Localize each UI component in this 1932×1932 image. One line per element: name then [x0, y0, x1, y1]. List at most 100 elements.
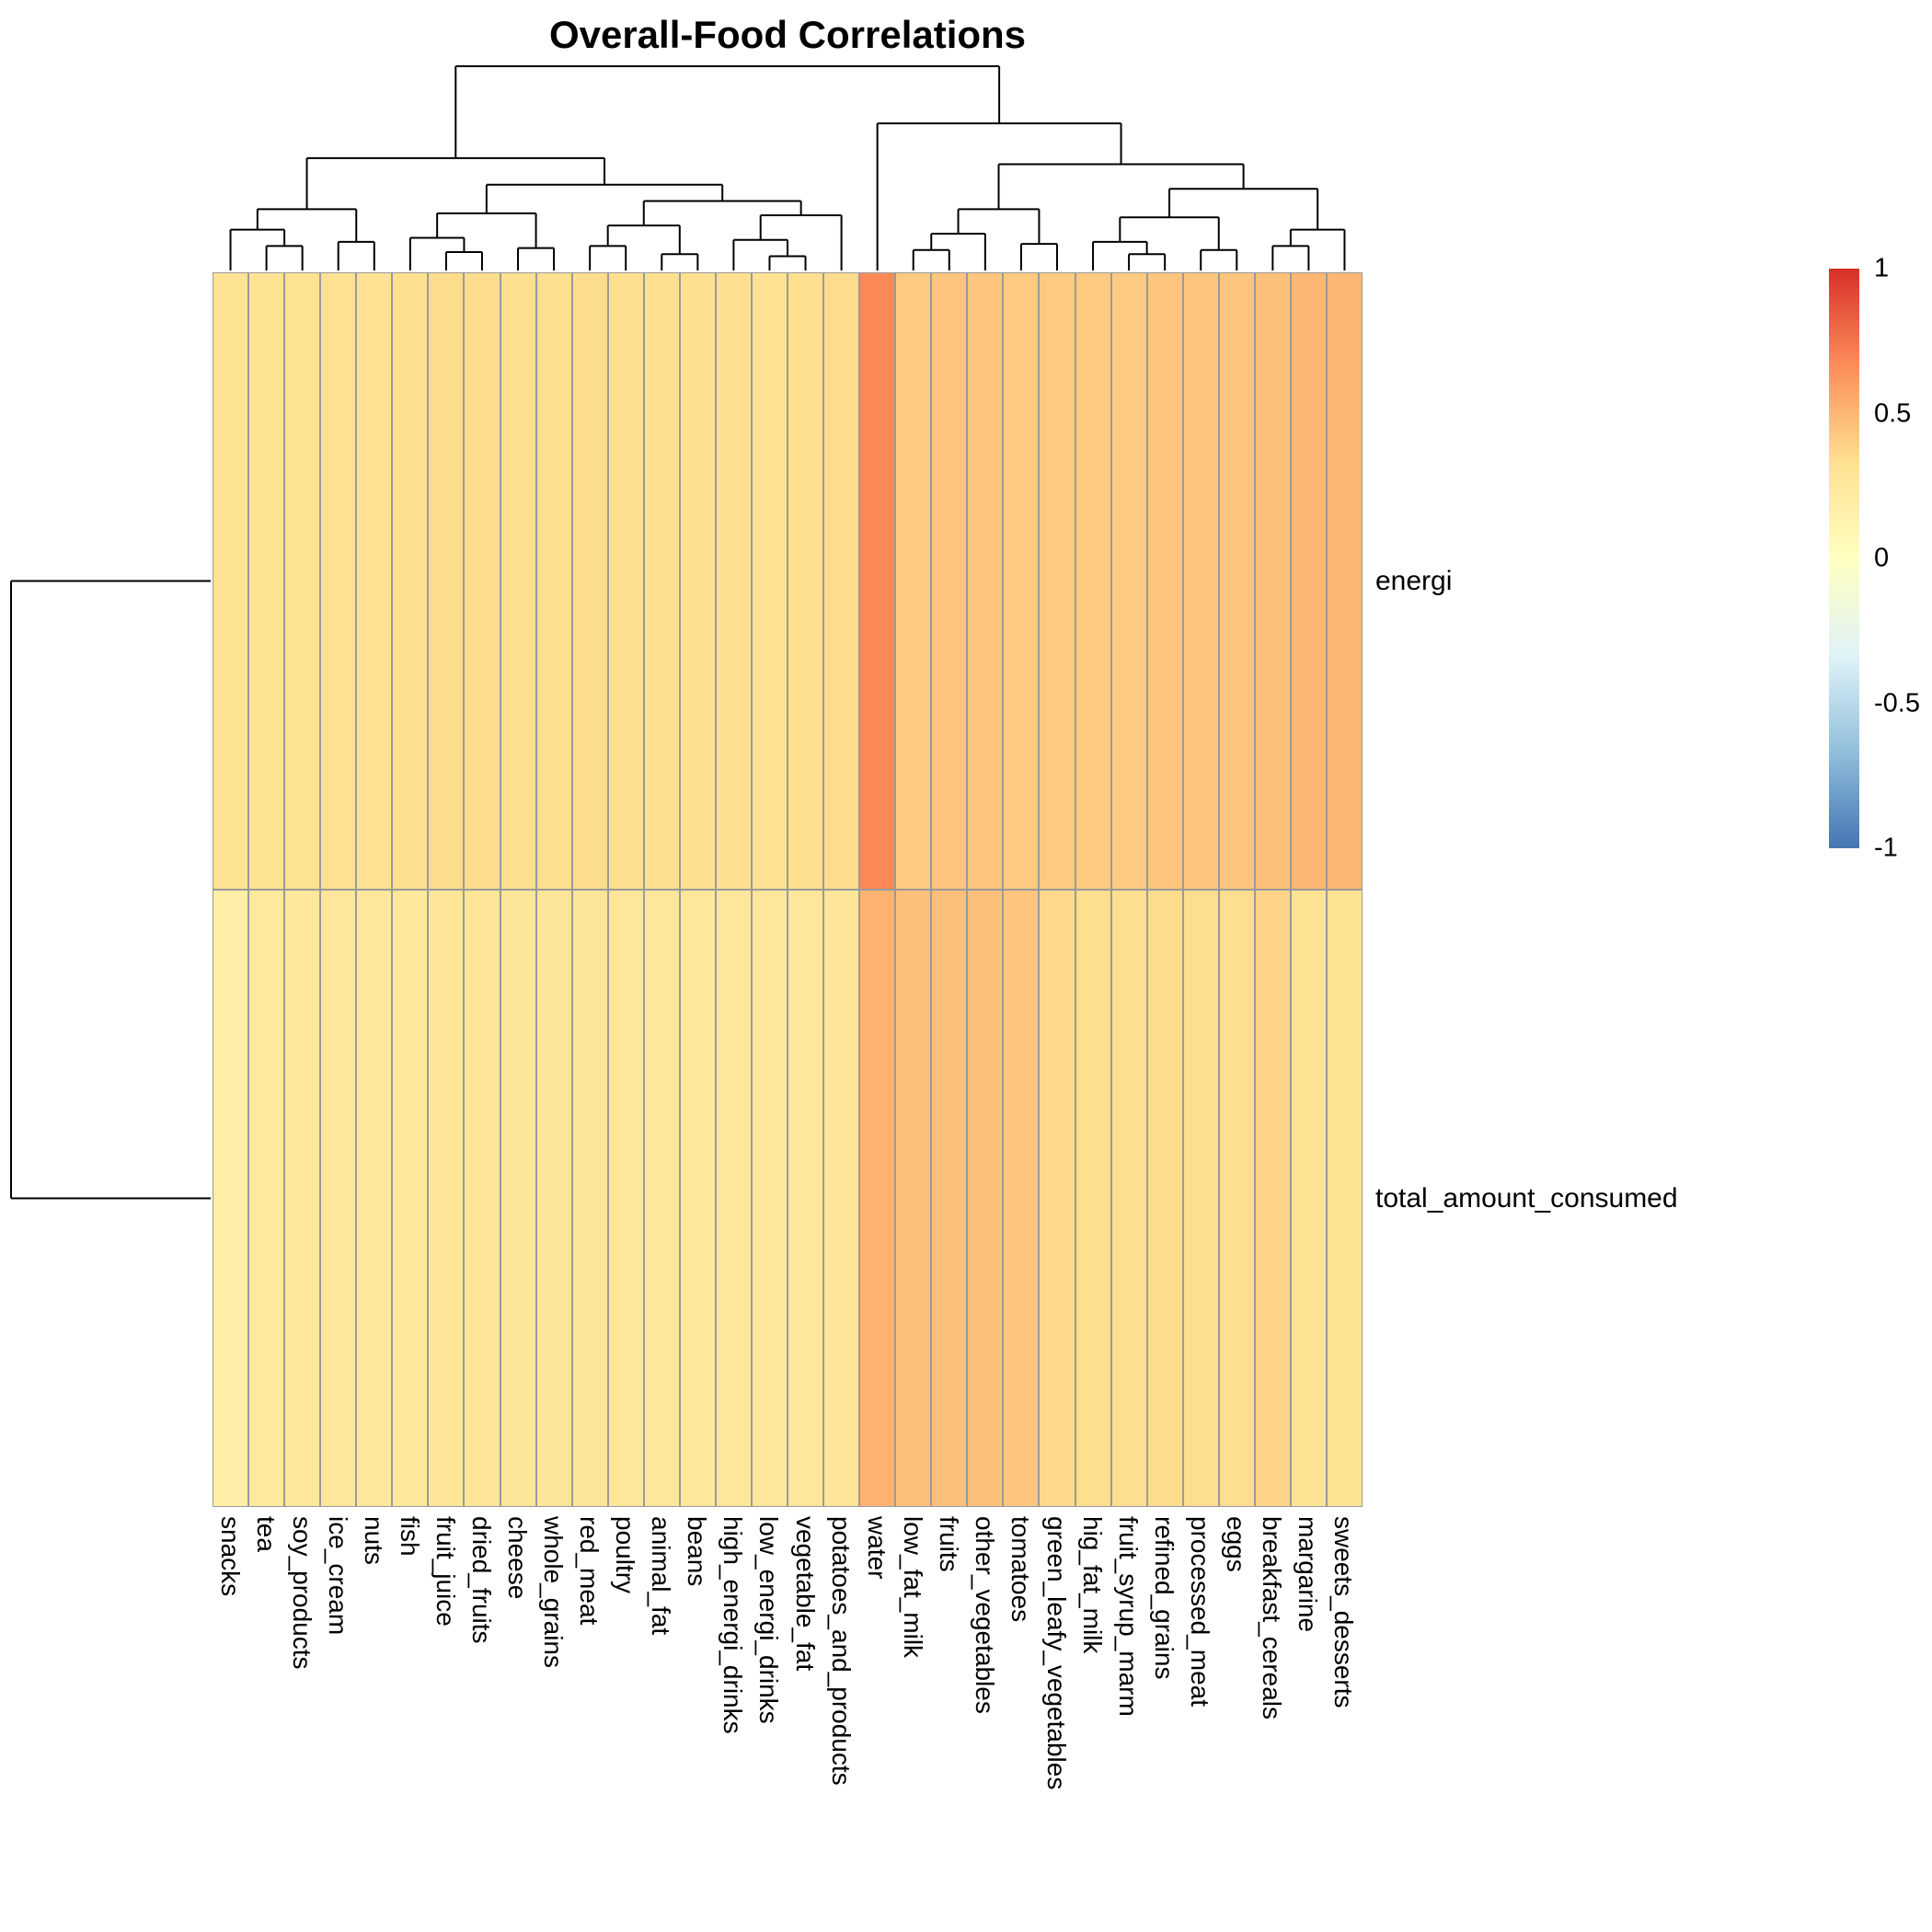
row-dendrogram	[10, 580, 211, 1200]
heatmap-cell	[644, 890, 680, 1507]
legend-tick-label: 0.5	[1874, 398, 1912, 429]
heatmap-cell	[823, 272, 859, 890]
heatmap-cell	[1111, 890, 1147, 1507]
heatmap-cell	[680, 272, 716, 890]
heatmap-cell	[572, 890, 608, 1507]
column-label: fruits	[935, 1516, 963, 1572]
column-label: fish	[396, 1516, 424, 1557]
column-label: tomatoes	[1006, 1516, 1035, 1623]
heatmap-cell	[967, 890, 1003, 1507]
heatmap-cell	[716, 890, 752, 1507]
heatmap-cell	[788, 890, 823, 1507]
column-label: tea	[252, 1516, 281, 1552]
legend-tick-label: 1	[1874, 253, 1890, 283]
heatmap-cell	[284, 890, 320, 1507]
heatmap-cell	[1075, 890, 1111, 1507]
column-label: processed_meat	[1186, 1516, 1214, 1708]
legend-tick-label: -0.5	[1874, 688, 1920, 719]
heatmap-cell	[356, 890, 392, 1507]
column-label: sweets_desserts	[1329, 1516, 1358, 1708]
heatmap-cell	[1003, 272, 1039, 890]
column-label: fruit_syrup_marm	[1114, 1516, 1143, 1717]
heatmap-cell	[1327, 890, 1363, 1507]
heatmap-cell	[1255, 890, 1291, 1507]
heatmap-cell	[752, 890, 788, 1507]
column-label: green_leafy_vegetables	[1042, 1516, 1071, 1790]
heatmap-cell	[1075, 272, 1111, 890]
column-label: other_vegetables	[971, 1516, 999, 1714]
heatmap-cell	[608, 272, 644, 890]
column-label: snacks	[216, 1516, 245, 1597]
heatmap-cell	[1327, 272, 1363, 890]
heatmap-cell	[392, 272, 428, 890]
heatmap-cell	[931, 890, 967, 1507]
column-label: breakfast_cereals	[1258, 1516, 1286, 1720]
chart-title: Overall-Food Correlations	[548, 13, 1027, 56]
heatmap-cell	[895, 272, 931, 890]
heatmap-cell	[608, 890, 644, 1507]
column-label: nuts	[360, 1516, 388, 1565]
heatmap-cell	[500, 890, 536, 1507]
heatmap-cell	[1003, 890, 1039, 1507]
heatmap-cell	[859, 272, 895, 890]
column-label: low_energi_drinks	[754, 1516, 783, 1724]
row-label: energi	[1375, 566, 1453, 596]
heatmap-cell	[284, 272, 320, 890]
heatmap-cell	[464, 272, 500, 890]
heatmap-cell	[752, 272, 788, 890]
heatmap-cell	[895, 890, 931, 1507]
heatmap-cell	[428, 272, 464, 890]
heatmap-cell	[788, 272, 823, 890]
column-label: refined_grains	[1150, 1516, 1179, 1680]
legend-tick-label: -1	[1874, 833, 1898, 863]
column-label: ice_cream	[324, 1516, 352, 1636]
column-label: water	[863, 1516, 891, 1580]
heatmap-cell	[1147, 272, 1183, 890]
column-label: low_fat_milk	[899, 1516, 927, 1659]
heatmap-grid	[213, 272, 1363, 1507]
heatmap-cell	[1219, 890, 1255, 1507]
legend-tick-label: 0	[1874, 543, 1890, 573]
column-label: potatoes_and_products	[827, 1516, 856, 1786]
column-label: cheese	[503, 1516, 532, 1600]
heatmap-cell	[1255, 272, 1291, 890]
heatmap-cell	[392, 890, 428, 1507]
heatmap-cell	[1147, 890, 1183, 1507]
column-label: fruit_juice	[431, 1516, 460, 1627]
heatmap-cell	[500, 272, 536, 890]
heatmap-cell	[1039, 272, 1075, 890]
heatmap-cell	[536, 890, 572, 1507]
heatmap-cell	[213, 272, 248, 890]
heatmap-cell	[680, 890, 716, 1507]
heatmap-cell	[428, 890, 464, 1507]
heatmap-cell	[464, 890, 500, 1507]
heatmap-cell	[572, 272, 608, 890]
heatmap-cell	[248, 890, 284, 1507]
heatmap-cell	[1111, 272, 1147, 890]
heatmap-cell	[931, 272, 967, 890]
column-label: margarine	[1294, 1516, 1322, 1633]
heatmap-cell	[1219, 272, 1255, 890]
column-label: soy_products	[288, 1516, 316, 1670]
heatmap-cell	[1291, 272, 1327, 890]
column-label: poultry	[611, 1516, 639, 1594]
heatmap-cell	[1183, 272, 1219, 890]
heatmap-cell	[320, 890, 356, 1507]
column-label: dried_fruits	[467, 1516, 496, 1644]
heatmap-cell	[248, 272, 284, 890]
heatmap-cell	[1039, 890, 1075, 1507]
column-label: whole_grains	[539, 1516, 568, 1668]
heatmap-cell	[644, 272, 680, 890]
heatmap-cell	[859, 890, 895, 1507]
column-label: eggs	[1222, 1516, 1250, 1572]
row-label: total_amount_consumed	[1375, 1183, 1678, 1213]
heatmap-cell	[967, 272, 1003, 890]
column-dendrogram	[229, 65, 1346, 270]
heatmap-cell	[536, 272, 572, 890]
column-label: high_energi_drinks	[719, 1516, 747, 1734]
column-label: red_meat	[575, 1516, 604, 1626]
heatmap-cell	[213, 890, 248, 1507]
column-label: hig_fat_milk	[1078, 1516, 1107, 1654]
heatmap-cell	[356, 272, 392, 890]
heatmap-cell	[716, 272, 752, 890]
